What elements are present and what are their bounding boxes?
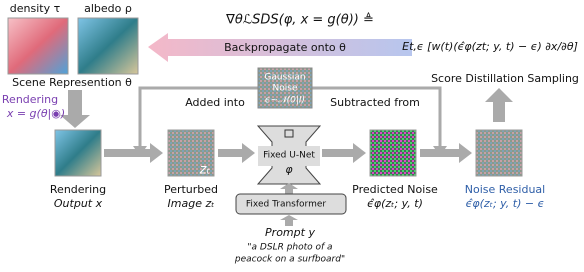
arrow — [280, 215, 298, 226]
albedo-label: albedo ρ — [84, 2, 132, 15]
density-label: density τ — [10, 2, 61, 15]
residual-image — [476, 130, 522, 176]
arrow — [322, 143, 366, 163]
unet-symbol: φ — [285, 163, 293, 176]
unet-label: Fixed U-Net — [263, 151, 315, 161]
node-caption: Image zₜ — [168, 197, 215, 210]
scene-caption: Scene Represention θ — [12, 76, 132, 89]
sds-title: Score Distillation Sampling — [431, 72, 579, 85]
node-caption: Rendering — [50, 183, 106, 196]
density-image — [8, 18, 68, 74]
sds-gradient: ∇θℒSDS(φ, x = g(θ)) ≜ — [225, 12, 374, 28]
node-caption: Output x — [54, 197, 103, 210]
node-caption: Predicted Noise — [352, 183, 438, 196]
added-label: Added into — [185, 96, 245, 109]
perturbed-overlay: zₜ — [199, 163, 211, 178]
albedo-image — [78, 18, 138, 74]
noise-formula: ϵ∼𝒩(0|I) — [265, 96, 305, 106]
predicted-image — [370, 130, 416, 176]
prompt-text: "a DSLR photo of a — [247, 243, 332, 253]
node-caption: ϵ̂φ(zₜ; y, t) − ϵ — [466, 197, 545, 210]
noise-title: Gaussian — [264, 73, 305, 83]
subtracted-label: Subtracted from — [330, 96, 420, 109]
sds-expectation: Et,ϵ [w(t)(ϵ̂φ(zt; y, t) − ϵ) ∂x/∂θ] — [402, 40, 578, 53]
diagram: density τ albedo ρ Scene Represention θ … — [0, 0, 584, 268]
node-caption: Perturbed — [164, 183, 218, 196]
backprop-label: Backpropagate onto θ — [224, 41, 346, 54]
rendering-label: Rendering — [2, 93, 58, 106]
transformer-label: Fixed Transformer — [246, 200, 326, 210]
prompt-text: peacock on a surfboard" — [234, 255, 345, 265]
noise-title: Noise — [273, 84, 298, 94]
rendering-formula: x = g(θ|◉) — [6, 107, 65, 120]
up-arrow — [485, 88, 513, 122]
arrow — [280, 183, 298, 194]
arrow — [218, 143, 255, 163]
prompt-label: Prompt y — [265, 226, 315, 239]
rendered-image — [55, 130, 101, 176]
node-caption: ϵ̂φ(zₜ; y, t) — [367, 197, 423, 210]
node-caption: Noise Residual — [465, 183, 545, 196]
